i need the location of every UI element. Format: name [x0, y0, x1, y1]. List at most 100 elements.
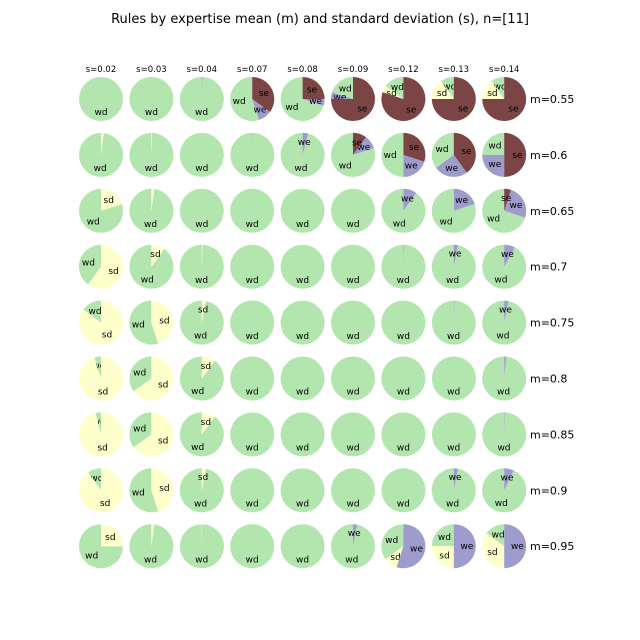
slice-label: wd: [246, 220, 259, 230]
pie-slice-we: [302, 132, 309, 155]
slice-label: sd: [201, 418, 211, 428]
pie-slice-sd: [385, 546, 404, 568]
slice-label: wd: [85, 552, 98, 562]
slice-label: wd: [195, 108, 208, 118]
pie: wd sd: [78, 188, 123, 233]
pie: wd: [482, 412, 527, 457]
slice-label: se: [352, 138, 363, 148]
pie-slice-we: [396, 524, 426, 569]
slice-label: wd: [194, 499, 207, 509]
slice-label: sd: [198, 473, 208, 483]
pie-slice-wd: [280, 77, 324, 122]
pie: wd: [381, 412, 426, 457]
pie-slice-wd: [482, 188, 526, 233]
pie-slice-wd: [381, 132, 404, 177]
pie: wd: [280, 468, 325, 513]
slice-label: wd: [246, 444, 259, 454]
pie: wd: [381, 300, 426, 345]
pie-slice-wd: [280, 412, 325, 457]
pie: wd: [280, 244, 325, 289]
pie-slice-wd: [95, 412, 101, 435]
pie-slice-sd: [382, 86, 404, 99]
pie-slice-wd: [179, 412, 224, 457]
slice-label: se: [461, 147, 472, 157]
pie-slice-wd: [230, 77, 259, 121]
slice-label: we: [445, 164, 458, 174]
pie-slice-sd: [482, 533, 505, 569]
pie-slice-wd: [280, 132, 325, 177]
slice-label: wd: [87, 217, 100, 227]
row-label: m=0.9: [530, 484, 567, 497]
pie-slice-wd: [280, 524, 325, 569]
pie-slice-wd: [179, 524, 224, 569]
pie-slice-wd: [230, 188, 275, 233]
pie: wd: [230, 412, 275, 457]
slice-label: wd: [346, 500, 359, 510]
slice-label: wd: [132, 488, 145, 498]
pie: wd sd: [179, 468, 224, 513]
slice-label: wd: [393, 219, 406, 229]
pie-slice-wd: [280, 468, 325, 513]
slice-label: we: [357, 143, 370, 153]
pie-slice-we: [504, 300, 509, 323]
pie-slice-we: [331, 92, 353, 99]
pie-slice-wd: [331, 412, 375, 457]
pie-slice-we: [504, 412, 505, 435]
pie-slice-wd: [381, 244, 426, 289]
pie-slice-wd: [381, 356, 426, 401]
pie: wd: [431, 412, 476, 457]
pie: wd sd: [129, 244, 174, 289]
slice-label: wd: [446, 276, 459, 286]
row-label: m=0.75: [530, 317, 574, 330]
column-label: s=0.03: [136, 65, 166, 75]
pie: wd: [230, 468, 275, 513]
pie: wd we: [482, 300, 527, 345]
slice-label: wd: [191, 387, 204, 397]
slice-label: wd: [145, 108, 158, 118]
pie: wd sd: [179, 412, 224, 457]
pie-slice-we: [353, 524, 358, 547]
slice-label: we: [501, 473, 514, 483]
pie-slice-wd: [431, 412, 476, 457]
pie: wd sd: [129, 300, 174, 345]
pie-slice-wd: [491, 77, 505, 99]
pie-slice-wd: [179, 244, 224, 289]
pie-slice-wd: [280, 300, 325, 345]
pie: wd sd: [79, 356, 124, 401]
slice-label: wd: [384, 151, 397, 161]
slice-label: wd: [397, 444, 410, 454]
pie-slice-we: [504, 189, 527, 218]
pie: wd we: [381, 188, 426, 233]
pie-slice-sd: [201, 468, 206, 491]
pie-slice-sd: [151, 468, 174, 512]
pie-slice-sd: [482, 81, 505, 99]
slice-label: wd: [132, 321, 145, 331]
slice-label: se: [512, 151, 523, 161]
slice-label: sd: [487, 548, 497, 558]
pie-slice-we: [453, 524, 476, 569]
slice-label: wd: [391, 83, 404, 93]
pie-slice-wd: [332, 77, 353, 99]
slice-label: sd: [108, 267, 118, 277]
pie-slice-wd: [78, 244, 101, 285]
slice-label: wd: [497, 444, 510, 454]
slice-label: wd: [497, 388, 510, 398]
pie-slice-we: [453, 244, 458, 267]
pie-slice-sd: [78, 468, 123, 513]
pie-slice-we: [453, 468, 458, 491]
slice-label: wd: [145, 164, 158, 174]
slice-label: wd: [294, 164, 307, 174]
slice-label: wd: [94, 108, 107, 118]
pie-slice-sd: [431, 81, 454, 99]
pie-slice-wd: [431, 468, 476, 513]
pie-slice-wd: [381, 412, 426, 457]
pie: wd: [280, 524, 325, 569]
slice-label: wd: [447, 444, 460, 454]
pie-slice-wd: [129, 188, 174, 233]
slice-label: wd: [88, 307, 101, 317]
